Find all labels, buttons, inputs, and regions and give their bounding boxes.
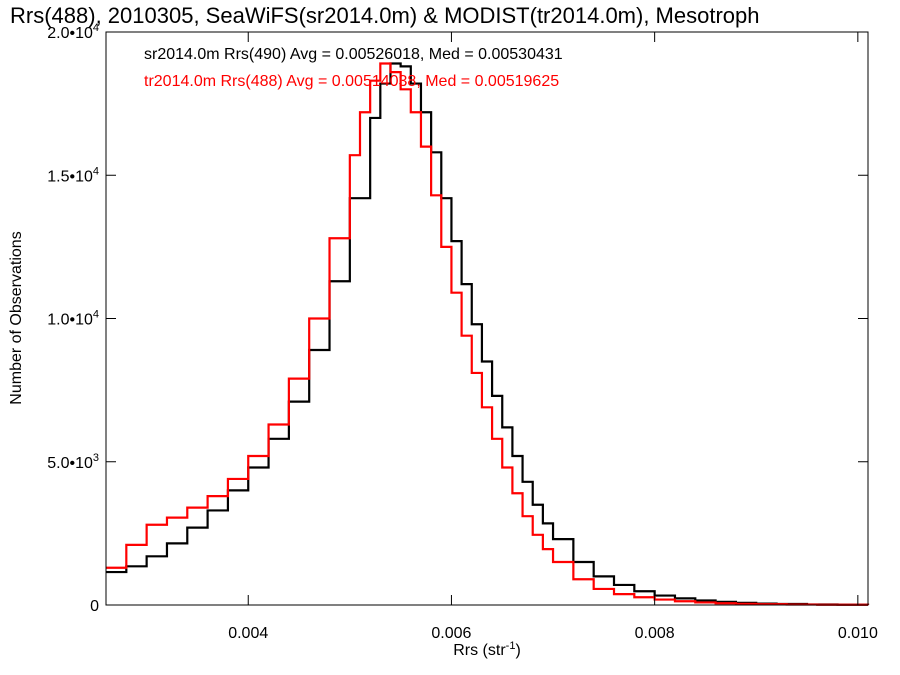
- ticks-layer: 0.004 0.006 0.008 0.010 0 5.0•103 1.0•104 1.5•1…: [47, 22, 878, 642]
- y-tick-label-4: 2.0•104: [47, 22, 99, 42]
- x-tick-label-3: 0.010: [838, 625, 878, 642]
- legend: sr2014.0m Rrs(490) Avg = 0.00526018, Med…: [144, 46, 563, 90]
- x-axis-label-superscript: -1: [506, 640, 516, 652]
- x-axis-label-close: ): [515, 642, 520, 659]
- y-tick-label-0: 0: [90, 598, 99, 615]
- x-tick-label-2: 0.008: [635, 625, 675, 642]
- series-layer: [106, 62, 870, 606]
- x-axis-label: Rrs (str-1): [453, 640, 521, 659]
- x-tick-label-0: 0.004: [228, 625, 268, 642]
- y-axis-label: Number of Observations: [8, 231, 25, 404]
- legend-entry-0: sr2014.0m Rrs(490) Avg = 0.00526018, Med…: [144, 46, 563, 63]
- series-line-0: [106, 62, 870, 606]
- x-tick-label-1: 0.006: [431, 625, 471, 642]
- y-tick-label-3: 1.5•104: [47, 165, 99, 185]
- y-tick-label-2: 1.0•104: [47, 309, 99, 329]
- x-axis-label-text: Rrs (str: [453, 642, 506, 659]
- legend-entry-1: tr2014.0m Rrs(488) Avg = 0.00514038, Med…: [144, 73, 559, 90]
- y-tick-label-1: 5.0•103: [47, 452, 99, 472]
- series-line-1: [106, 62, 870, 606]
- chart-title: Rrs(488), 2010305, SeaWiFS(sr2014.0m) & …: [10, 3, 760, 28]
